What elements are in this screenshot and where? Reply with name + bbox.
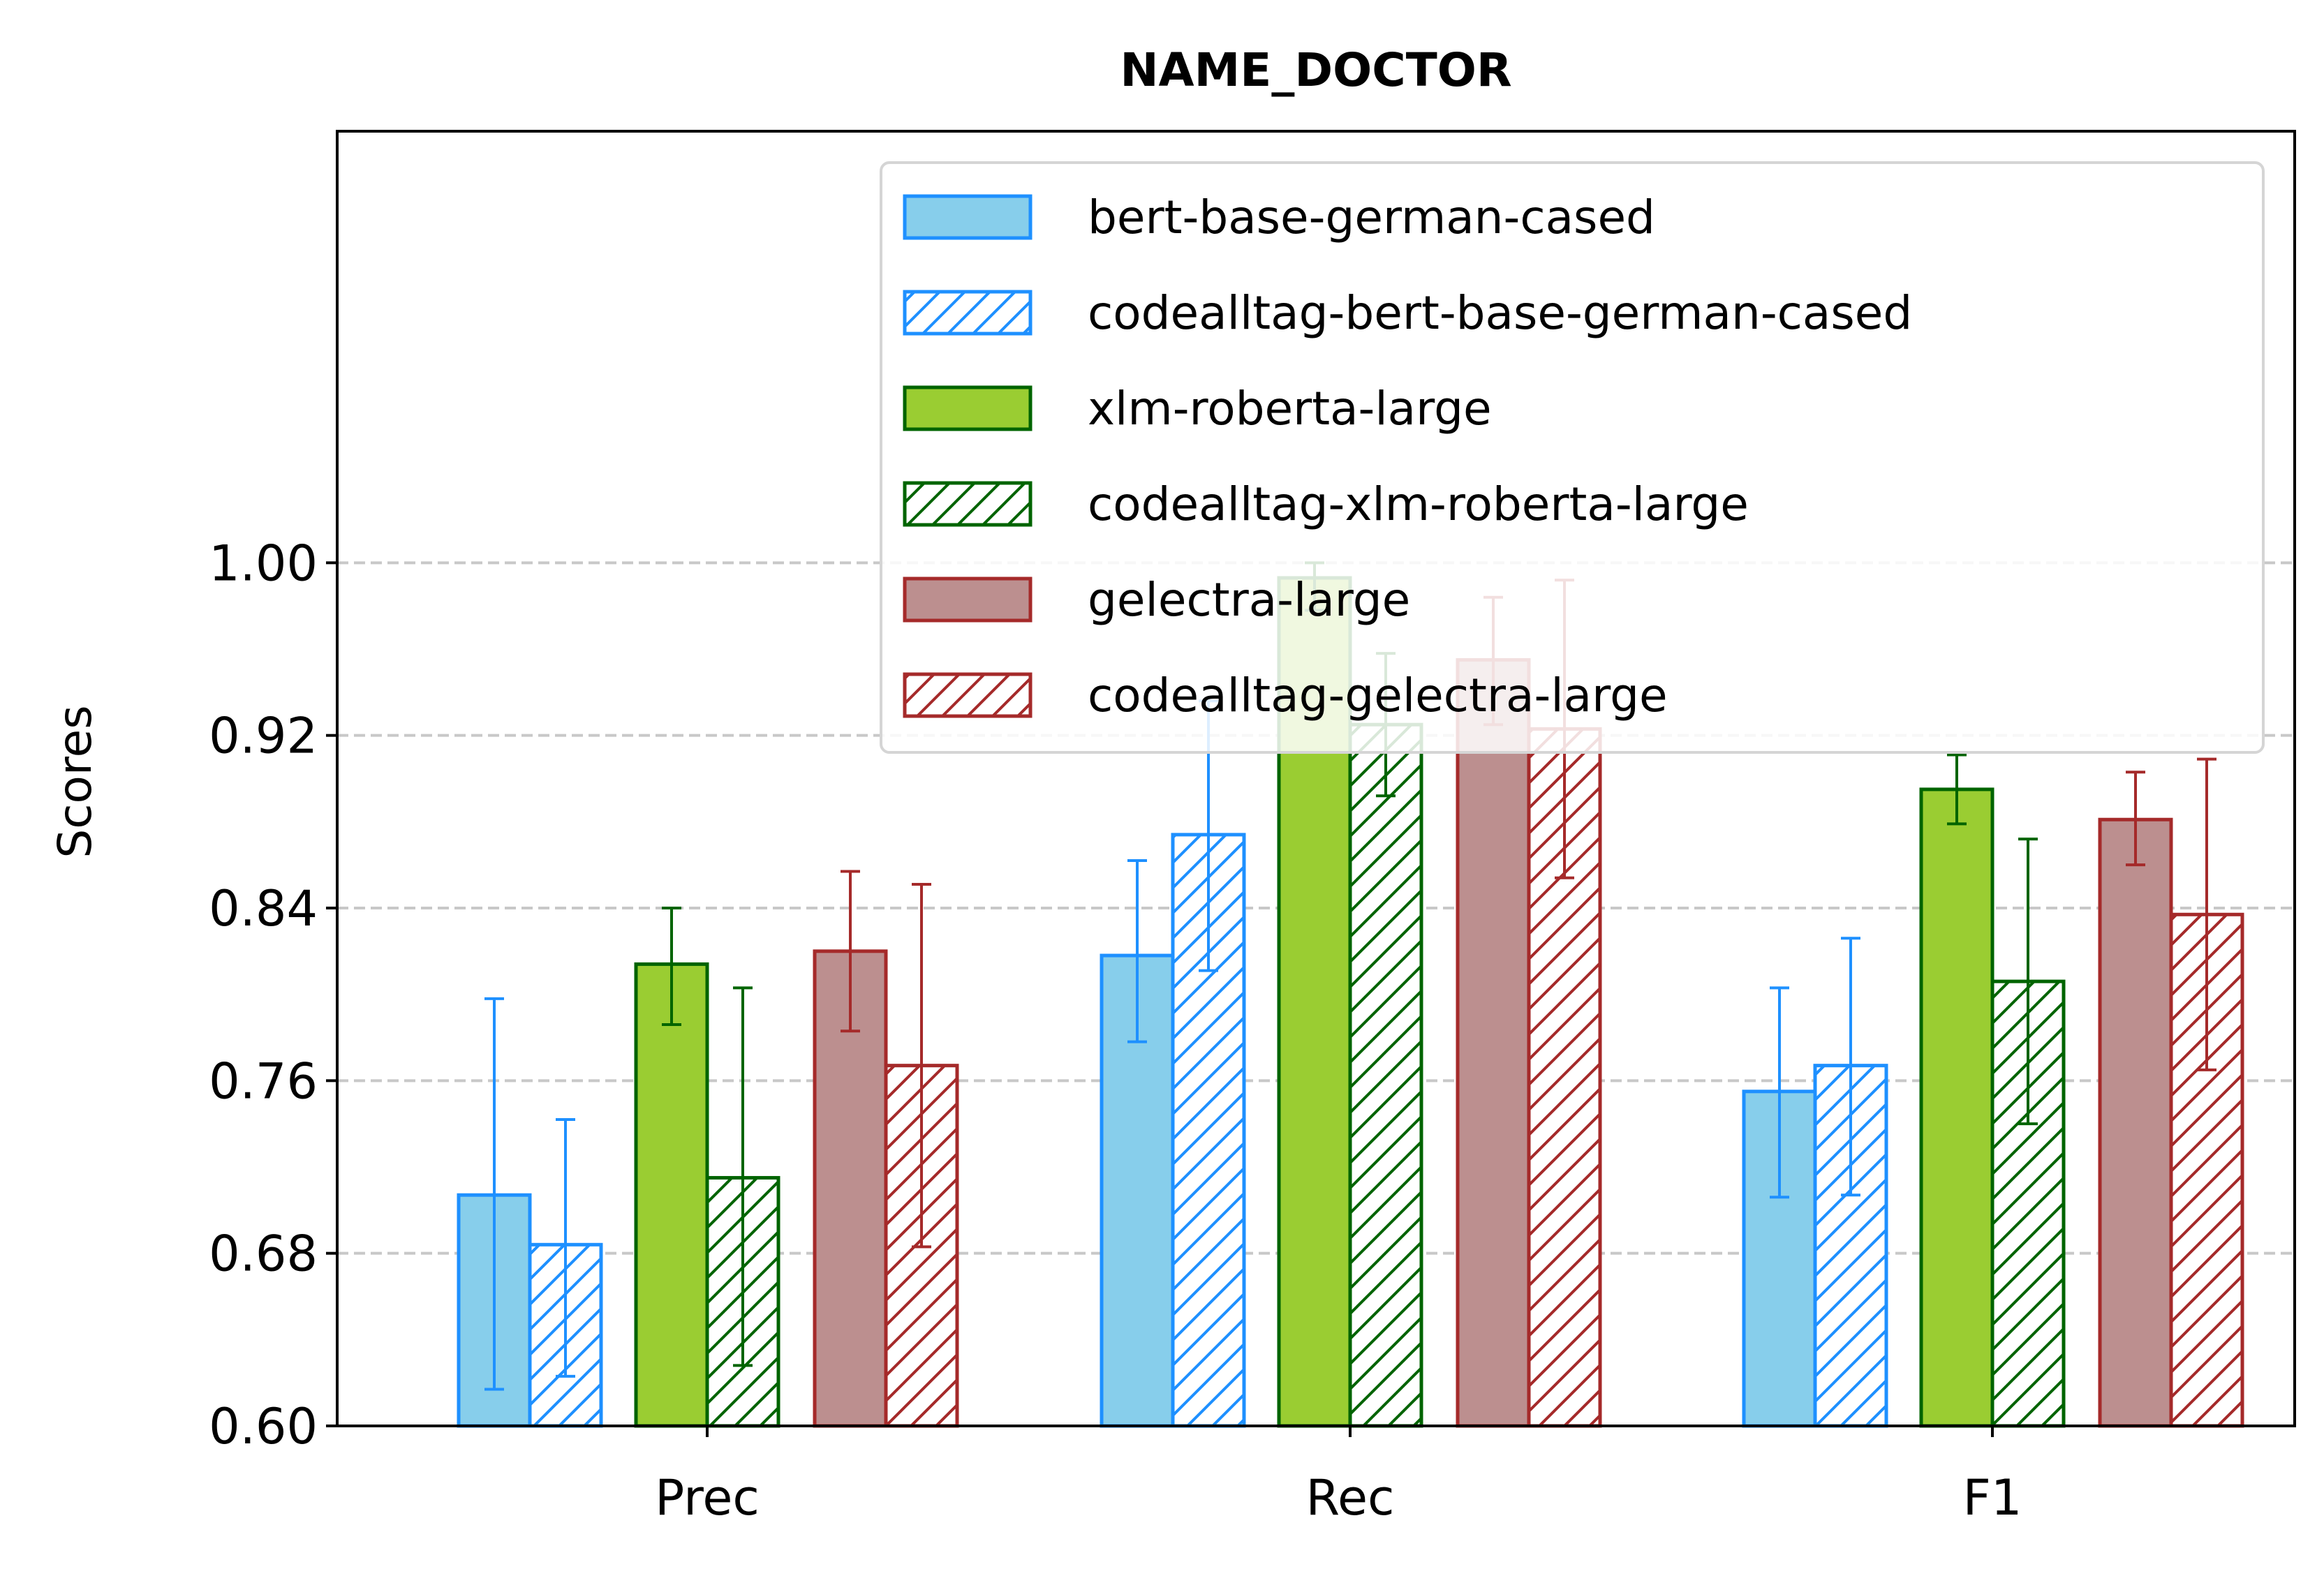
legend-label: codealltag-bert-base-german-cased	[1088, 286, 1912, 340]
error-bar-codealltag-xlm-roberta-large-F1	[2018, 838, 2038, 1126]
error-bar-codealltag-bert-base-german-cased-F1	[1841, 937, 1860, 1197]
bar-xlm-roberta-large-F1	[1919, 787, 1994, 1428]
legend-label: gelectra-large	[1088, 573, 1410, 627]
x-tick-label-F1: F1	[1963, 1469, 2022, 1526]
error-bar-xlm-roberta-large-F1	[1947, 753, 1967, 826]
bar-gelectra-large-Rec	[1456, 657, 1531, 1428]
x-tick-label-Prec: Prec	[655, 1469, 760, 1526]
legend-label: codealltag-gelectra-large	[1088, 669, 1668, 722]
y-tick-label: 0.92	[209, 708, 318, 765]
legend-label: bert-base-german-cased	[1088, 191, 1655, 244]
error-bar-bert-base-german-cased-F1	[1770, 986, 1789, 1199]
bars	[457, 576, 2244, 1428]
plot-frame	[336, 130, 2296, 1427]
y-axis-ticks: 0.60 0.68 0.76 0.84 0.92 1.00	[209, 535, 337, 1455]
legend-label: codealltag-xlm-roberta-large	[1088, 477, 1749, 531]
error-bar-codealltag-gelectra-large-F1	[2197, 757, 2216, 1071]
legend-item-xlm-roberta-large: xlm-roberta-large	[903, 382, 1492, 436]
legend: bert-base-german-cased codealltag-bert-ba…	[880, 161, 2265, 754]
y-tick-label: 0.68	[209, 1226, 318, 1283]
error-bar-bert-base-german-cased-Rec	[1127, 858, 1147, 1043]
error-bar-gelectra-large-F1	[2126, 771, 2145, 867]
chart-title: NAME_DOCTOR	[1120, 43, 1511, 97]
y-tick-label: 0.76	[209, 1053, 318, 1110]
error-bar-bert-base-german-cased-Prec	[484, 997, 504, 1391]
x-tick-label-Rec: Rec	[1305, 1469, 1394, 1526]
error-bar-codealltag-bert-base-german-cased-Prec	[556, 1117, 575, 1378]
y-tick-label: 0.60	[209, 1398, 318, 1455]
legend-swatch	[903, 481, 1033, 527]
legend-box	[880, 161, 2265, 754]
legend-item-gelectra-large: gelectra-large	[903, 573, 1410, 627]
error-bar-xlm-roberta-large-Prec	[662, 907, 681, 1026]
legend-label: xlm-roberta-large	[1088, 382, 1492, 436]
bar-gelectra-large-F1	[2098, 817, 2173, 1428]
legend-item-codealltag-bert-base-german-cased: codealltag-bert-base-german-cased	[903, 286, 1912, 340]
legend-item-codealltag-gelectra-large: codealltag-gelectra-large	[903, 669, 1668, 722]
legend-swatch	[903, 672, 1033, 718]
error-bar-gelectra-large-Prec	[841, 870, 860, 1033]
legend-item-bert-base-german-cased: bert-base-german-cased	[903, 191, 1655, 244]
legend-swatch	[903, 194, 1033, 240]
legend-item-codealltag-xlm-roberta-large: codealltag-xlm-roberta-large	[903, 477, 1749, 531]
bar-codealltag-xlm-roberta-large-Rec	[1348, 722, 1423, 1428]
legend-swatch	[903, 577, 1033, 623]
legend-swatch	[903, 290, 1033, 336]
x-axis-ticks: Prec Rec F1	[655, 1426, 2022, 1526]
error-bar-codealltag-xlm-roberta-large-Prec	[733, 986, 753, 1367]
legend-swatch	[903, 385, 1033, 431]
y-tick-label: 1.00	[209, 535, 318, 592]
bar-xlm-roberta-large-Prec	[634, 962, 709, 1428]
error-bar-codealltag-gelectra-large-Prec	[912, 882, 931, 1249]
y-axis-label: Scores	[48, 705, 102, 858]
y-tick-label: 0.84	[209, 880, 318, 937]
